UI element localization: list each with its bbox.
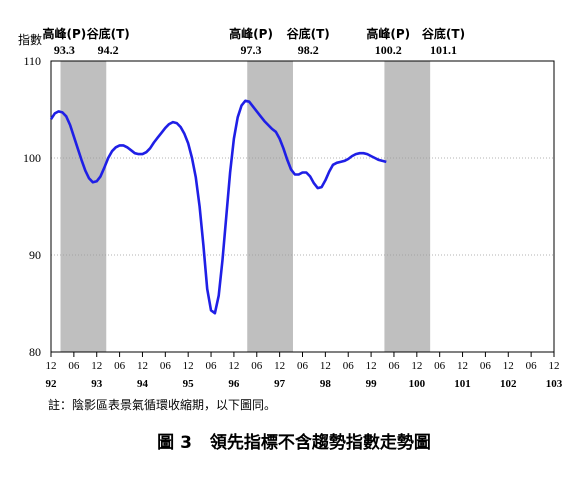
year-label: 92 [46, 378, 58, 390]
x-tick-label: 12 [503, 360, 514, 372]
year-label: 93 [91, 378, 103, 390]
turning-point-type: 高峰(P) [229, 26, 273, 41]
y-tick-label: 90 [29, 248, 41, 262]
x-tick-label: 06 [434, 360, 446, 372]
turning-point-date: 98.2 [298, 43, 319, 57]
figure-number: 圖 3 [157, 433, 192, 453]
x-tick-label: 06 [480, 360, 492, 372]
year-label: 96 [228, 378, 240, 390]
year-label: 98 [320, 378, 332, 390]
x-tick-label: 12 [549, 360, 560, 372]
x-tick-label: 06 [114, 360, 126, 372]
y-tick-label: 100 [23, 151, 41, 165]
turning-point-date: 97.3 [241, 43, 262, 57]
x-tick-label: 12 [320, 360, 331, 372]
year-label: 102 [500, 378, 517, 390]
recession-band [384, 61, 431, 352]
turning-point-date: 93.3 [54, 43, 75, 57]
turning-point-type: 高峰(P) [42, 26, 86, 41]
turning-point-type: 高峰(P) [366, 26, 410, 41]
index-series-line [49, 99, 387, 315]
x-tick-label: 12 [366, 360, 377, 372]
x-tick-label: 06 [343, 360, 355, 372]
x-tick-label: 06 [68, 360, 80, 372]
x-tick-label: 06 [526, 360, 538, 372]
recession-shading [60, 61, 431, 352]
x-tick-label: 12 [183, 360, 194, 372]
series-lines [49, 99, 387, 315]
y-tick-label: 110 [23, 54, 41, 68]
axes [50, 60, 555, 357]
year-label: 97 [274, 378, 286, 390]
x-tick-label: 12 [228, 360, 239, 372]
turning-point-type: 谷底(T) [422, 26, 465, 41]
turning-point-date: 100.2 [375, 43, 402, 57]
y-axis-label: 指數 [18, 32, 42, 47]
y-tick-label: 80 [29, 345, 41, 359]
year-label: 101 [454, 378, 471, 390]
x-tick-label: 12 [137, 360, 148, 372]
x-tick-label: 06 [206, 360, 218, 372]
turning-point-date: 94.2 [98, 43, 119, 57]
x-tick-label: 06 [160, 360, 172, 372]
tick-labels: 80 90 100 110 12 06 12 06 12 06 12 06 12 06 12 06 12 06 12… [23, 54, 563, 390]
year-label: 100 [409, 378, 426, 390]
line-chart: 80 90 100 110 12 06 12 06 12 06 12 06 12 06 12 06 12 06 12… [18, 26, 563, 390]
x-tick-label: 12 [457, 360, 468, 372]
figure-caption: 圖 3 領先指標不含趨勢指數走勢圖 [0, 428, 588, 453]
x-tick-label: 12 [46, 360, 57, 372]
turning-point-type: 谷底(T) [287, 26, 330, 41]
x-tick-label: 06 [388, 360, 400, 372]
x-tick-label: 06 [297, 360, 309, 372]
year-label: 99 [366, 378, 378, 390]
year-label: 103 [546, 378, 563, 390]
turning-point-date: 101.1 [430, 43, 457, 57]
x-tick-label: 12 [411, 360, 422, 372]
turning-point-labels: 高峰(P) 93.3 谷底(T) 94.2 高峰(P) 97.3 谷底(T) 98.2 高峰(P… [42, 26, 465, 57]
x-tick-label: 12 [274, 360, 285, 372]
footnote: 註：陰影區表景氣循環收縮期，以下圖同。 [48, 398, 277, 412]
recession-band [60, 61, 107, 352]
year-label: 94 [137, 378, 149, 390]
recession-band [247, 61, 293, 352]
x-tick-label: 12 [91, 360, 102, 372]
figure-title: 領先指標不含趨勢指數走勢圖 [209, 433, 431, 453]
plot-frame [50, 60, 555, 353]
year-label: 95 [183, 378, 195, 390]
x-tick-label: 06 [251, 360, 263, 372]
turning-point-type: 谷底(T) [87, 26, 130, 41]
